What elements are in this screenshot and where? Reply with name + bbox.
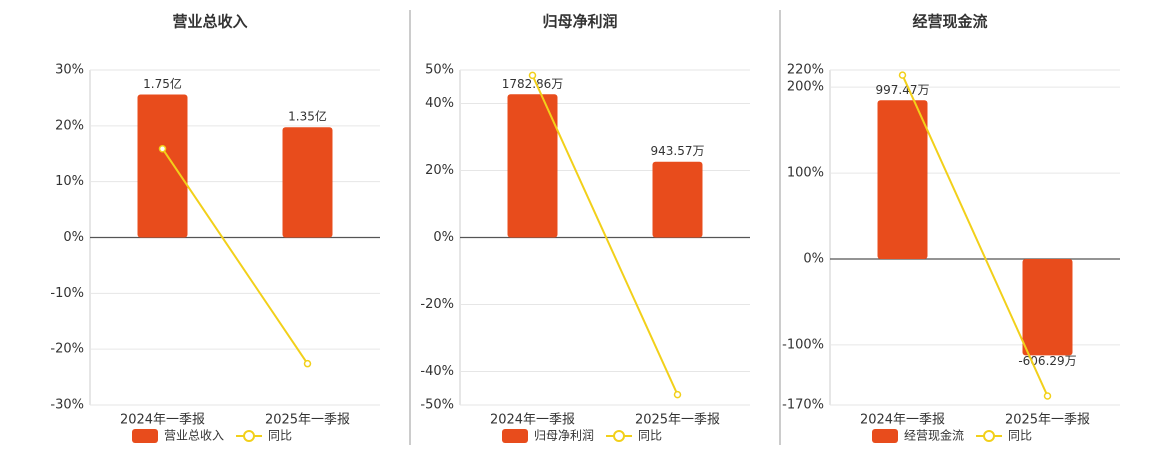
- x-tick-label: 2024年一季报: [860, 413, 945, 428]
- x-tick-label: 2024年一季报: [490, 413, 575, 428]
- legend-label: 同比: [268, 429, 292, 443]
- y-tick-label: 40%: [425, 96, 454, 111]
- y-tick-label: 220%: [787, 63, 824, 78]
- legend-label: 同比: [1008, 429, 1032, 443]
- legend-label: 同比: [638, 429, 662, 443]
- line-point: [158, 144, 167, 153]
- y-tick-label: -50%: [420, 398, 454, 413]
- bar: [652, 161, 703, 238]
- legend-label: 经营现金流: [904, 428, 964, 443]
- value-label: 943.57万: [651, 144, 705, 158]
- legend-label: 归母净利润: [534, 429, 594, 443]
- x-tick-label: 2025年一季报: [1005, 413, 1090, 428]
- value-label: 1.75亿: [143, 76, 182, 91]
- line-point: [673, 390, 682, 399]
- value-label: 997.47万: [876, 83, 930, 97]
- y-tick-label: 50%: [425, 63, 454, 78]
- x-tick-label: 2025年一季报: [635, 413, 720, 428]
- y-tick-label: -10%: [50, 286, 84, 301]
- y-tick-label: 20%: [55, 118, 84, 133]
- y-tick-label: 30%: [55, 63, 84, 78]
- y-tick-label: 0%: [803, 251, 824, 266]
- legend-label: 营业总收入: [164, 429, 224, 443]
- bar: [877, 100, 928, 259]
- bar: [507, 94, 558, 238]
- y-tick-label: -170%: [782, 398, 824, 413]
- line-point: [1043, 392, 1052, 400]
- legend-swatch: [502, 429, 528, 443]
- chart-title: 营业总收入: [172, 13, 247, 31]
- y-tick-label: 0%: [63, 230, 84, 245]
- line-point: [303, 359, 312, 368]
- chart-title: 经营现金流: [912, 13, 987, 31]
- value-label: 1.35亿: [288, 109, 327, 124]
- chart-title: 归母净利润: [542, 13, 617, 31]
- legend-swatch: [872, 429, 898, 443]
- x-tick-label: 2024年一季报: [120, 413, 205, 428]
- line: [161, 148, 309, 365]
- line-point: [528, 71, 537, 80]
- y-tick-label: 10%: [55, 174, 84, 189]
- bar: [1022, 258, 1073, 356]
- legend-marker: [983, 430, 996, 442]
- y-tick-label: -20%: [420, 297, 454, 312]
- legend-swatch: [132, 429, 158, 443]
- value-label: -606.29万: [1018, 354, 1076, 368]
- y-tick-label: 20%: [425, 163, 454, 178]
- y-tick-label: -30%: [50, 398, 84, 413]
- y-tick-label: 0%: [433, 230, 454, 245]
- line-point: [898, 71, 907, 79]
- legend-marker: [243, 430, 256, 442]
- bar: [137, 94, 188, 238]
- y-tick-label: 200%: [787, 80, 824, 95]
- y-tick-label: -20%: [50, 342, 84, 357]
- y-tick-label: -40%: [420, 364, 454, 379]
- bar: [282, 127, 333, 238]
- line: [901, 74, 1049, 397]
- y-tick-label: 100%: [787, 166, 824, 181]
- legend-marker: [613, 430, 626, 442]
- x-tick-label: 2025年一季报: [265, 413, 350, 428]
- line: [531, 74, 679, 396]
- value-label: 1782.86万: [502, 77, 564, 91]
- y-tick-label: -100%: [782, 337, 824, 352]
